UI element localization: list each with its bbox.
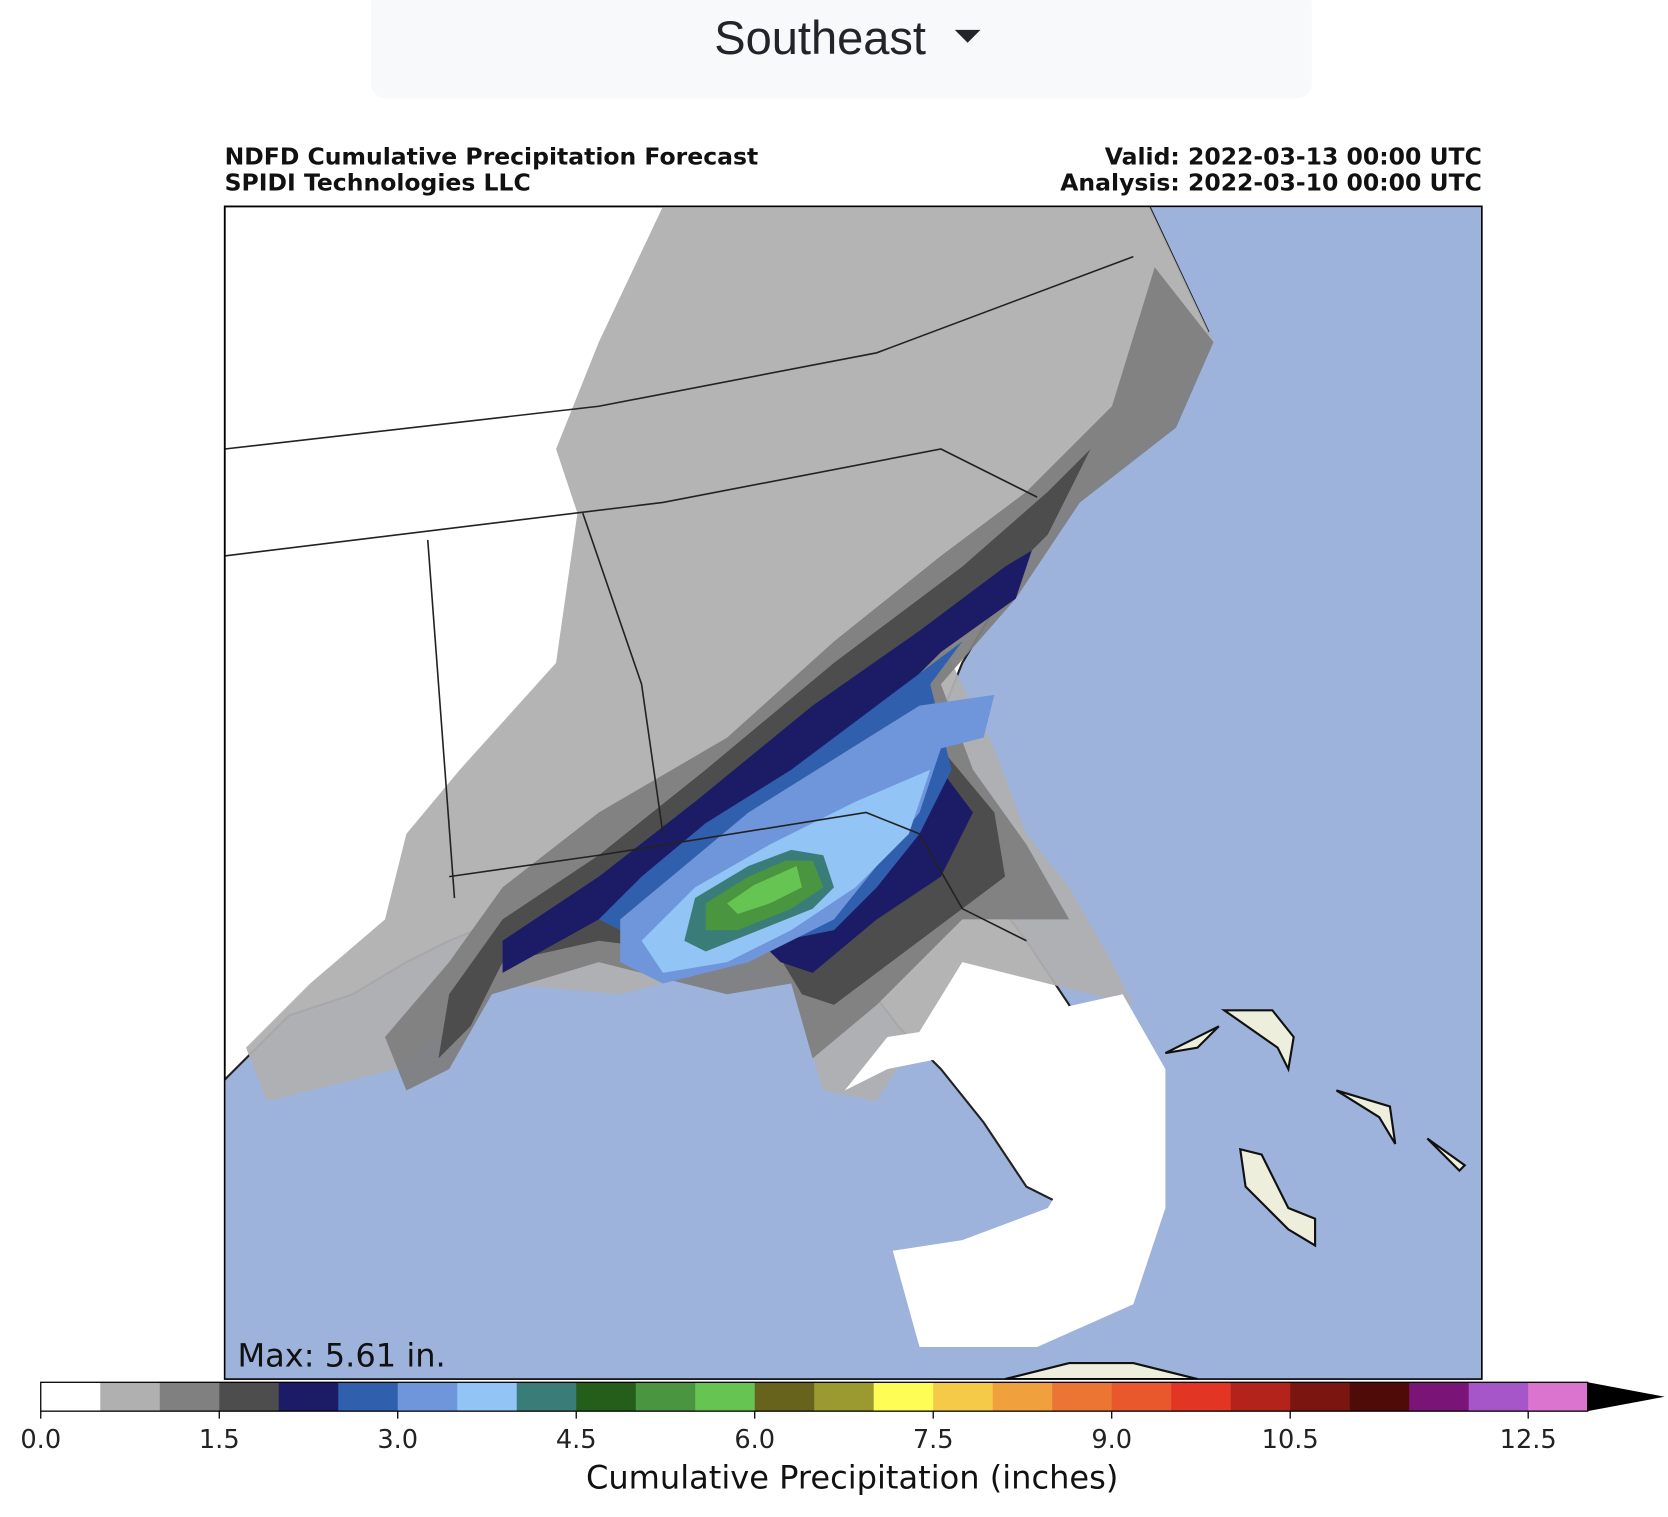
colorbar-extend	[1587, 1382, 1665, 1412]
dropdown-caret[interactable]	[954, 29, 981, 43]
colorbar-tick-label: 9.0	[1091, 1425, 1132, 1455]
colorbar-label: Cumulative Precipitation (inches)	[586, 1459, 1118, 1497]
colorbar-segment	[992, 1382, 1053, 1412]
state-borders	[224, 255, 1134, 942]
precip-none-swath	[844, 994, 1166, 1348]
colorbar-segment	[933, 1382, 994, 1412]
colorbar-segment	[397, 1382, 458, 1412]
islands	[1004, 1009, 1467, 1380]
dropdown-label[interactable]: Southeast	[714, 11, 926, 64]
colorbar-segment	[1349, 1382, 1410, 1412]
colorbar-segment	[873, 1382, 934, 1412]
colorbar-tick-label: 6.0	[734, 1425, 775, 1455]
colorbar-outline	[40, 1381, 1589, 1412]
precip-light-green	[727, 865, 802, 915]
precip-navy	[502, 550, 1032, 973]
colorbar-tick-label: 10.5	[1262, 1425, 1319, 1455]
colorbar-segment	[1528, 1382, 1589, 1412]
colorbar-segment	[159, 1382, 220, 1412]
colorbar-segment	[100, 1382, 161, 1412]
colorbar-segment	[40, 1382, 101, 1412]
colorbar-segment	[695, 1382, 756, 1412]
colorbar-segment	[219, 1382, 280, 1412]
max-annotation: Max: 5.61 in.	[237, 1337, 445, 1375]
colorbar-tick-label: 7.5	[913, 1425, 954, 1455]
colorbar-tick-label: 4.5	[556, 1425, 597, 1455]
colorbar-segment	[457, 1382, 518, 1412]
colorbar-tick-label: 1.5	[199, 1425, 240, 1455]
colorbar-segment	[635, 1382, 696, 1412]
colorbar: 0.0 1.5 3.0 4.5 6.0 7.5 9.0 10.5 12.5	[20, 1381, 1665, 1455]
chart-title: NDFD Cumulative Precipitation Forecast	[225, 143, 759, 171]
colorbar-tick-label: 0.0	[20, 1425, 61, 1455]
dropdown-box[interactable]	[371, 0, 1312, 99]
map	[224, 206, 1482, 1380]
colorbar-segment	[1409, 1382, 1470, 1412]
colorbar-segment	[1052, 1382, 1113, 1412]
chart-subtitle: SPIDI Technologies LLC	[225, 168, 531, 196]
colorbar-segment	[576, 1382, 637, 1412]
colorbar-segment	[338, 1382, 399, 1412]
colorbar-segment	[754, 1382, 815, 1412]
colorbar-tick-label: 3.0	[377, 1425, 418, 1455]
analysis-time: Analysis: 2022-03-10 00:00 UTC	[1060, 168, 1482, 196]
region-dropdown[interactable]: Southeast	[371, 0, 1312, 99]
colorbar-segment	[1290, 1382, 1351, 1412]
colorbar-segment	[516, 1382, 577, 1412]
colorbar-tick-label: 12.5	[1500, 1425, 1557, 1455]
colorbar-segment	[1230, 1382, 1291, 1412]
colorbar-segment	[814, 1382, 875, 1412]
colorbar-segment	[278, 1382, 339, 1412]
colorbar-segment	[1111, 1382, 1172, 1412]
colorbar-segment	[1171, 1382, 1232, 1412]
valid-time: Valid: 2022-03-13 00:00 UTC	[1105, 143, 1482, 171]
map-frame	[223, 205, 1483, 1380]
colorbar-segment	[1468, 1382, 1529, 1412]
